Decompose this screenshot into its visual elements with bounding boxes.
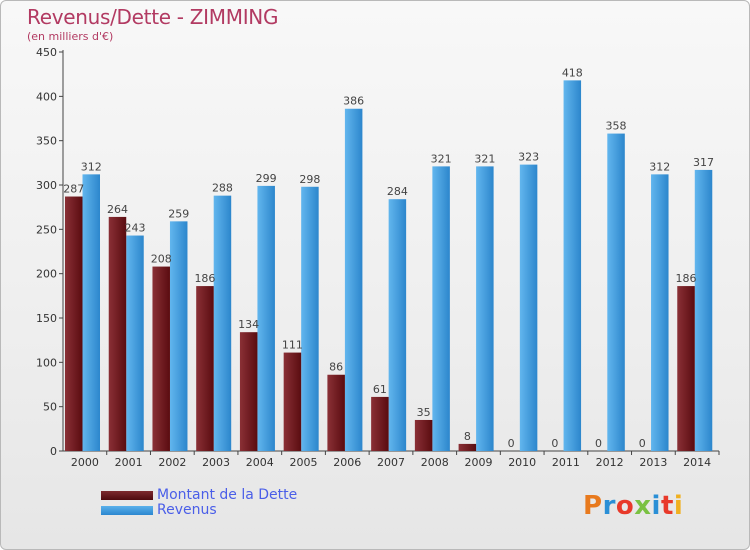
- x-tick-label: 2001: [115, 456, 143, 469]
- data-label-debt: 8: [464, 430, 471, 443]
- data-label-debt: 0: [551, 437, 558, 450]
- bar-revenue: [301, 186, 319, 452]
- y-tick-label: 100: [36, 356, 57, 369]
- y-tick-label: 450: [36, 46, 57, 59]
- legend-item-debt: Montant de la Dette: [101, 487, 298, 503]
- data-label-revenue: 418: [562, 66, 583, 79]
- bar-debt: [677, 286, 695, 451]
- data-label-revenue: 312: [649, 160, 670, 173]
- y-tick-label: 350: [36, 135, 57, 148]
- x-tick-label: 2000: [71, 456, 99, 469]
- bar-revenue: [257, 185, 275, 452]
- x-tick-label: 2010: [508, 456, 536, 469]
- bar-revenue: [563, 80, 582, 451]
- logo-letter: i: [673, 491, 684, 521]
- y-tick-label: 250: [36, 223, 57, 236]
- data-label-debt: 61: [373, 383, 387, 396]
- bar-debt: [283, 352, 302, 451]
- data-label-debt: 0: [508, 437, 515, 450]
- bar-revenue: [476, 166, 494, 451]
- logo-letter: i: [651, 491, 661, 521]
- y-tick-label: 300: [36, 179, 57, 192]
- x-tick-label: 2004: [246, 456, 274, 469]
- bar-debt: [65, 196, 83, 451]
- bar-revenue: [213, 195, 232, 451]
- data-label-debt: 208: [151, 253, 172, 266]
- legend-label-revenue: Revenus: [157, 502, 217, 518]
- logo-letter: t: [660, 491, 674, 521]
- data-label-revenue: 321: [431, 152, 452, 165]
- x-tick-label: 2012: [596, 456, 624, 469]
- bar-debt: [196, 286, 214, 451]
- data-label-revenue: 284: [387, 185, 408, 198]
- legend-label-debt: Montant de la Dette: [157, 487, 298, 503]
- data-label-revenue: 323: [518, 151, 539, 164]
- data-label-debt: 0: [639, 437, 646, 450]
- data-label-revenue: 243: [124, 222, 145, 235]
- bar-debt: [108, 216, 127, 451]
- bar-debt: [239, 332, 258, 451]
- legend-item-revenue: Revenus: [101, 502, 217, 518]
- y-tick-label: 150: [36, 312, 57, 325]
- bar-debt: [414, 419, 433, 451]
- data-label-debt: 0: [595, 437, 602, 450]
- y-tick-label: 200: [36, 268, 57, 281]
- bar-revenue: [607, 133, 625, 451]
- bar-revenue: [694, 169, 713, 451]
- data-label-revenue: 299: [256, 172, 277, 185]
- y-tick-label: 50: [43, 401, 57, 414]
- bar-debt: [371, 396, 389, 451]
- logo-letter: P: [583, 491, 603, 521]
- logo-letter: o: [615, 491, 635, 521]
- y-tick-label: 400: [36, 90, 57, 103]
- logo-letter: r: [602, 491, 616, 521]
- bar-debt: [152, 266, 170, 451]
- data-label-revenue: 358: [606, 120, 627, 133]
- data-label-revenue: 317: [693, 156, 714, 169]
- x-tick-label: 2002: [158, 456, 186, 469]
- bar-revenue: [169, 221, 188, 451]
- data-label-debt: 186: [676, 272, 697, 285]
- x-tick-label: 2005: [290, 456, 318, 469]
- bar-revenue: [82, 174, 100, 452]
- x-tick-label: 2008: [421, 456, 449, 469]
- data-label-revenue: 259: [168, 207, 189, 220]
- data-label-debt: 35: [417, 406, 431, 419]
- legend-swatch-debt: [101, 490, 153, 500]
- x-tick-label: 2003: [202, 456, 230, 469]
- x-tick-label: 2014: [683, 456, 711, 469]
- x-tick-label: 2006: [333, 456, 361, 469]
- data-label-revenue: 312: [81, 160, 102, 173]
- x-tick-label: 2007: [377, 456, 405, 469]
- bar-revenue: [432, 166, 450, 451]
- bar-revenue: [388, 199, 407, 451]
- data-label-debt: 287: [63, 183, 84, 196]
- data-label-revenue: 298: [299, 173, 320, 186]
- bar-revenue: [651, 174, 669, 452]
- data-label-revenue: 288: [212, 182, 233, 195]
- bar-revenue: [126, 235, 144, 451]
- data-label-debt: 264: [107, 203, 128, 216]
- data-label-debt: 111: [282, 339, 303, 352]
- data-label-debt: 134: [238, 318, 259, 331]
- data-label-revenue: 386: [343, 95, 364, 108]
- chart-subtitle: (en milliers d'€): [27, 30, 114, 43]
- proxiti-logo: Proxiti: [583, 491, 683, 521]
- data-label-debt: 186: [194, 272, 215, 285]
- bar-debt: [327, 374, 345, 451]
- x-tick-label: 2013: [639, 456, 667, 469]
- y-tick-label: 0: [50, 445, 57, 458]
- bar-revenue: [519, 164, 538, 451]
- x-tick-label: 2011: [552, 456, 580, 469]
- logo-letter: x: [634, 491, 652, 521]
- bar-debt: [458, 443, 477, 451]
- data-label-debt: 86: [329, 361, 343, 374]
- bar-revenue: [344, 108, 363, 451]
- chart-title: Revenus/Dette - ZIMMING: [27, 5, 279, 29]
- x-tick-label: 2009: [464, 456, 492, 469]
- data-label-revenue: 321: [474, 152, 495, 165]
- legend-swatch-revenue: [101, 505, 153, 515]
